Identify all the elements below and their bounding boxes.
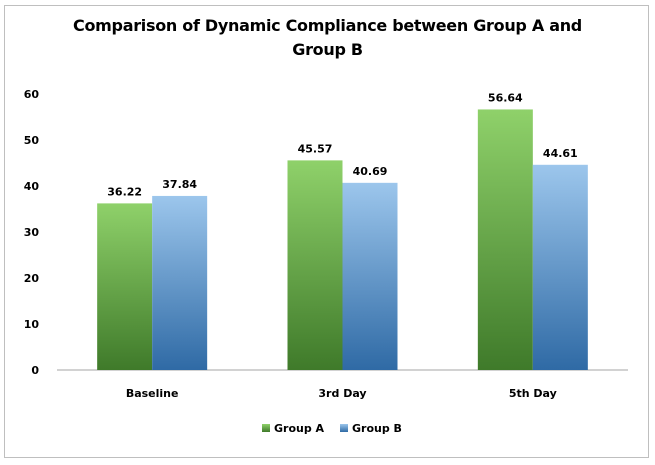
legend: Group A Group B <box>262 422 402 435</box>
y-tick-label: 30 <box>24 226 40 239</box>
data-label: 45.57 <box>298 142 333 155</box>
y-tick-label: 40 <box>24 180 40 193</box>
bar-group-b-1 <box>152 195 208 370</box>
x-category-label: Baseline <box>126 387 179 400</box>
bar-group-a-2 <box>287 160 343 370</box>
data-label: 36.22 <box>107 185 142 198</box>
y-tick-label: 0 <box>31 364 39 377</box>
data-label: 56.64 <box>488 91 523 104</box>
legend-label-group-b: Group B <box>352 422 402 435</box>
y-tick-label: 50 <box>24 134 40 147</box>
bar-group-a-3 <box>477 109 533 371</box>
data-labels: 36.22 37.84 45.57 40.69 56.64 44.61 <box>107 91 577 198</box>
legend-swatch-group-a <box>262 424 270 432</box>
y-tick-label: 60 <box>24 88 40 101</box>
y-tick-label: 10 <box>24 318 40 331</box>
chart-title: Comparison of Dynamic Compliance between… <box>73 16 582 59</box>
y-tick-label: 20 <box>24 272 40 285</box>
legend-swatch-group-b <box>340 424 348 432</box>
axes: 0 10 20 30 40 50 60 Baseline 3rd Day 5th Day <box>24 88 628 400</box>
bar-group-b-3 <box>532 164 588 370</box>
x-category-label: 3rd Day <box>318 387 366 400</box>
legend-label-group-a: Group A <box>274 422 325 435</box>
bar-group-b-2 <box>342 182 398 370</box>
bar-group-a-1 <box>97 203 153 370</box>
data-label: 40.69 <box>353 165 388 178</box>
data-label: 37.84 <box>162 178 197 191</box>
bars <box>97 109 588 371</box>
x-category-label: 5th Day <box>509 387 557 400</box>
data-label: 44.61 <box>543 147 578 160</box>
